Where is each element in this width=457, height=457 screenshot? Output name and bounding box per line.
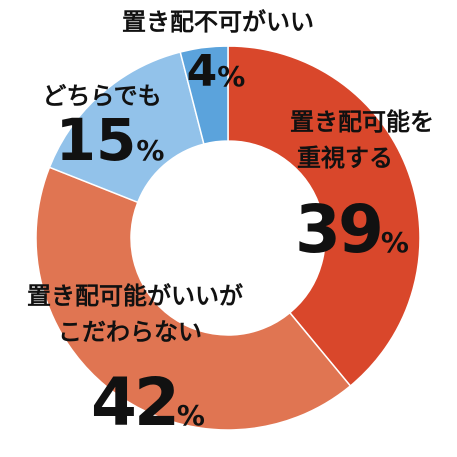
value-label: 42% [91, 364, 205, 441]
segment-label: こだわらない [58, 318, 202, 346]
donut-segment [179, 45, 229, 145]
segment-label: 置き配不可がいい [122, 8, 314, 36]
value-number: 39 [295, 191, 381, 268]
value-unit: % [177, 399, 205, 432]
donut-segment [35, 166, 352, 431]
donut-segment [227, 45, 421, 387]
value-unit: % [217, 60, 245, 93]
segment-label: どちらでも [42, 82, 161, 110]
segment-label: 重視する [297, 144, 393, 172]
value-unit: % [381, 226, 409, 259]
value-number: 15 [56, 106, 137, 174]
value-number: 4 [187, 46, 218, 97]
value-unit: % [136, 134, 164, 167]
segment-label: 置き配可能を [290, 108, 434, 136]
value-label: 39% [295, 191, 409, 268]
segment-label: 置き配可能がいいが [27, 282, 243, 310]
value-number: 42 [91, 364, 177, 441]
value-label: 4% [187, 46, 246, 97]
value-label: 15% [56, 106, 165, 174]
